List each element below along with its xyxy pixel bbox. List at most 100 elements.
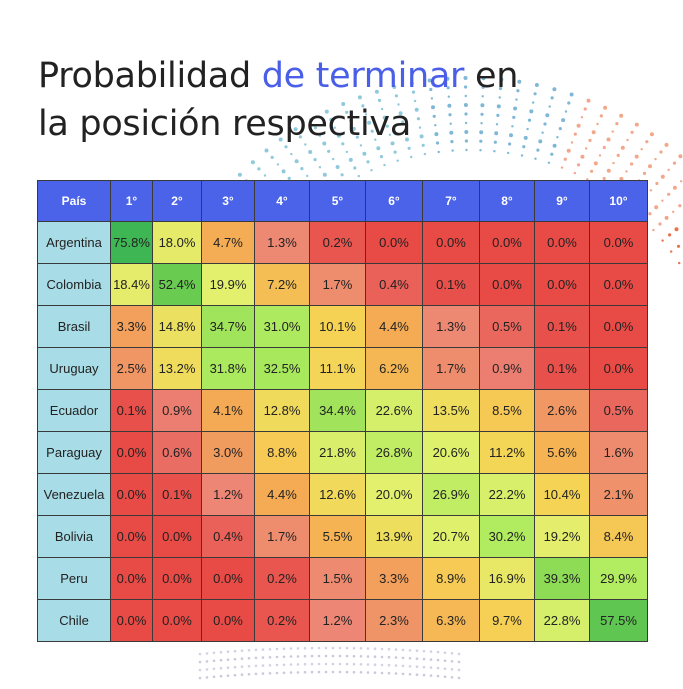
probability-cell: 13.2% (152, 347, 202, 390)
decorative-dot (507, 151, 510, 155)
decorative-dot (658, 222, 662, 226)
table-body: Argentina 75.8% 18.0% 4.7% 1.3% 0.2% 0.0% 0.0% 0… (37, 221, 648, 642)
decorative-dot (340, 173, 344, 177)
probability-cell: 0.4% (201, 515, 255, 558)
decorative-dot (247, 649, 251, 652)
decorative-dot (672, 161, 677, 165)
probability-heatmap-table: País 1° 2° 3° 4° 5° 6° 7° 8° 9° 10° Argentina 75.8… (37, 180, 648, 642)
probability-cell: 0.1% (110, 389, 153, 432)
decorative-dot (198, 676, 202, 680)
decorative-dot (563, 157, 567, 161)
decorative-dot (345, 654, 349, 658)
decorative-dot (219, 666, 223, 670)
decorative-dot (436, 658, 440, 662)
decorative-dot (380, 671, 384, 675)
decorative-dot (387, 671, 391, 675)
probability-cell: 20.7% (422, 515, 480, 558)
decorative-dot (264, 148, 269, 153)
probability-cell: 34.7% (201, 305, 255, 348)
decorative-dot (226, 674, 230, 677)
probability-cell: 5.5% (309, 515, 366, 558)
decorative-dot (226, 650, 230, 653)
column-header: 5° (309, 180, 366, 222)
probability-cell: 1.7% (309, 263, 366, 306)
decorative-dot (240, 657, 244, 660)
decorative-dot (659, 150, 663, 154)
decorative-dot (198, 652, 202, 656)
team-name-cell: Peru (37, 557, 111, 600)
probability-cell: 19.9% (201, 263, 255, 306)
decorative-dot (205, 676, 209, 679)
decorative-dot (634, 122, 639, 127)
decorative-dot (422, 649, 426, 653)
decorative-dot (634, 154, 639, 159)
probability-cell: 0.0% (152, 599, 202, 642)
probability-cell: 22.8% (534, 599, 590, 642)
decorative-dot (359, 671, 363, 674)
probability-cell: 0.2% (254, 599, 310, 642)
title-part2: en (464, 56, 519, 96)
decorative-dot (240, 665, 244, 668)
decorative-dot (383, 163, 386, 167)
decorative-dot (380, 663, 384, 667)
table-row: Uruguay 2.5% 13.2% 31.8% 32.5% 11.1% 6.2% 1.7% 0… (37, 347, 648, 390)
probability-cell: 6.2% (365, 347, 423, 390)
decorative-dot (212, 667, 216, 671)
decorative-dot (450, 652, 454, 655)
decorative-dot (450, 676, 454, 679)
decorative-dot (366, 663, 370, 666)
column-header: 1° (110, 180, 153, 222)
decorative-dot (457, 660, 461, 664)
table-row: Peru 0.0% 0.0% 0.0% 0.2% 1.5% 3.3% 8.9% 16.9% 39.… (37, 557, 648, 600)
decorative-dot (620, 145, 625, 150)
decorative-dot (642, 171, 647, 175)
decorative-dot (674, 227, 679, 232)
decorative-dot (387, 663, 391, 667)
probability-cell: 0.0% (589, 347, 648, 390)
decorative-dot (615, 122, 619, 126)
probability-cell: 0.1% (152, 473, 202, 516)
probability-cell: 0.0% (534, 221, 590, 264)
probability-cell: 30.2% (479, 515, 535, 558)
title-line2: la posición respectiva (38, 104, 411, 144)
decorative-dot (348, 157, 353, 162)
probability-cell: 0.0% (201, 557, 255, 600)
decorative-dot (353, 166, 357, 170)
decorative-dot (429, 650, 433, 653)
probability-cell: 29.9% (589, 557, 648, 600)
team-name-cell: Ecuador (37, 389, 111, 432)
decorative-dot (672, 210, 675, 213)
probability-cell: 0.0% (365, 221, 423, 264)
decorative-dot (534, 157, 537, 160)
probability-cell: 11.1% (309, 347, 366, 390)
probability-cell: 1.3% (254, 221, 310, 264)
decorative-dot (268, 664, 272, 667)
team-name-cell: Brasil (37, 305, 111, 348)
decorative-dot (345, 150, 348, 154)
decorative-dot (310, 670, 314, 674)
team-name-cell: Bolivia (37, 515, 111, 558)
probability-cell: 12.8% (254, 389, 310, 432)
probability-cell: 10.1% (309, 305, 366, 348)
corner-header: País (37, 180, 111, 222)
decorative-dot (254, 664, 258, 668)
decorative-dot (373, 671, 377, 674)
decorative-dot (648, 212, 652, 216)
decorative-dot (612, 161, 615, 165)
probability-cell: 0.0% (110, 431, 153, 474)
decorative-dot (599, 114, 603, 118)
decorative-dot (415, 657, 419, 660)
decorative-dot (423, 152, 427, 156)
decorative-dot (422, 665, 426, 669)
decorative-dot (401, 648, 405, 652)
decorative-dot (366, 655, 370, 658)
decorative-dot (261, 672, 265, 675)
decorative-dot (366, 647, 370, 650)
decorative-dot (630, 162, 634, 166)
decorative-dot (352, 662, 356, 666)
table-row: Brasil 3.3% 14.8% 34.7% 31.0% 10.1% 4.4% 1.3% 0.… (37, 305, 648, 348)
decorative-dot (324, 670, 328, 674)
decorative-dot (373, 655, 377, 658)
decorative-dot (332, 157, 335, 161)
decorative-dot (457, 676, 461, 680)
